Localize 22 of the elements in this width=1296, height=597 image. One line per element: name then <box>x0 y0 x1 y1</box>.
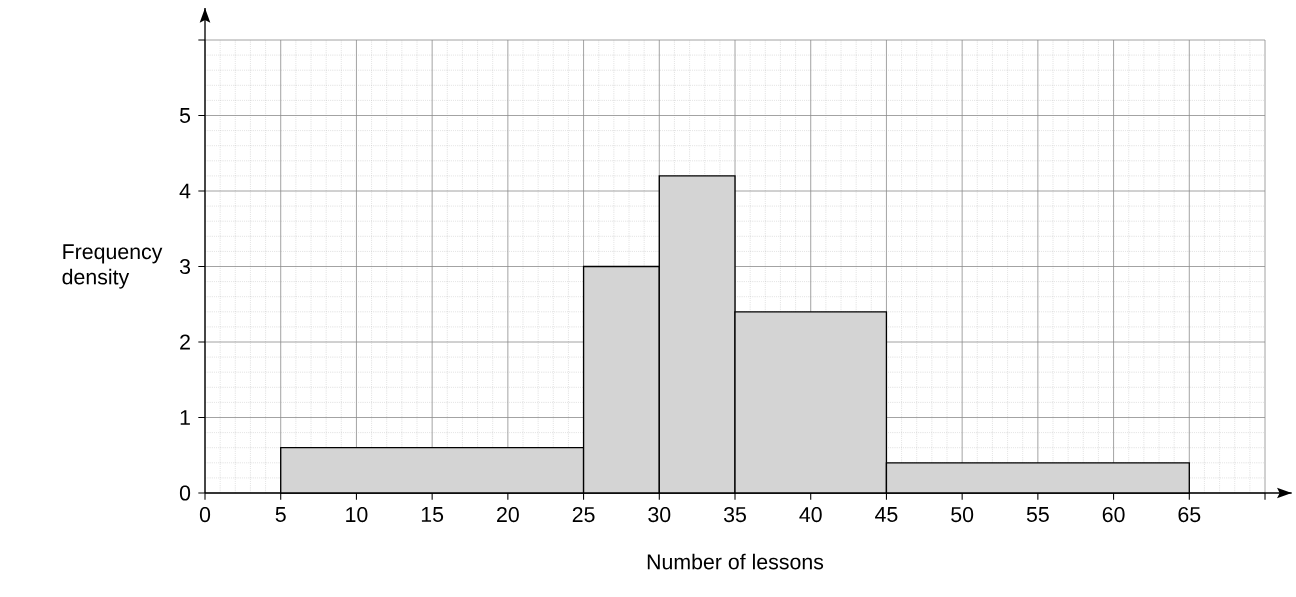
y-tick-label: 1 <box>180 410 190 425</box>
x-tick-label: 60 <box>1102 507 1125 523</box>
x-tick-label: 45 <box>875 507 898 522</box>
x-tick-label: 0 <box>199 507 211 523</box>
x-tick-label: 30 <box>648 507 671 523</box>
x-tick-label: 40 <box>799 507 822 523</box>
x-tick-label: 10 <box>346 507 368 523</box>
x-tick-label: 65 <box>1178 507 1201 523</box>
y-axis-title: Frequency density <box>62 244 163 289</box>
x-tick-label: 25 <box>572 507 595 523</box>
y-tick-label: 2 <box>180 334 190 350</box>
x-tick-label: 55 <box>1026 507 1049 522</box>
x-tick-label: 5 <box>275 507 286 522</box>
x-tick-label: 50 <box>951 507 974 523</box>
y-tick-label: 5 <box>179 108 191 123</box>
x-tick-label: 35 <box>723 507 746 523</box>
x-tick-label: 20 <box>497 507 519 523</box>
y-tick-label: 3 <box>179 258 191 275</box>
x-axis-title: Number of lessons <box>647 553 824 570</box>
y-tick-label: 0 <box>179 485 191 501</box>
x-tick-label: 15 <box>421 507 444 522</box>
y-tick-label: 4 <box>179 183 191 199</box>
